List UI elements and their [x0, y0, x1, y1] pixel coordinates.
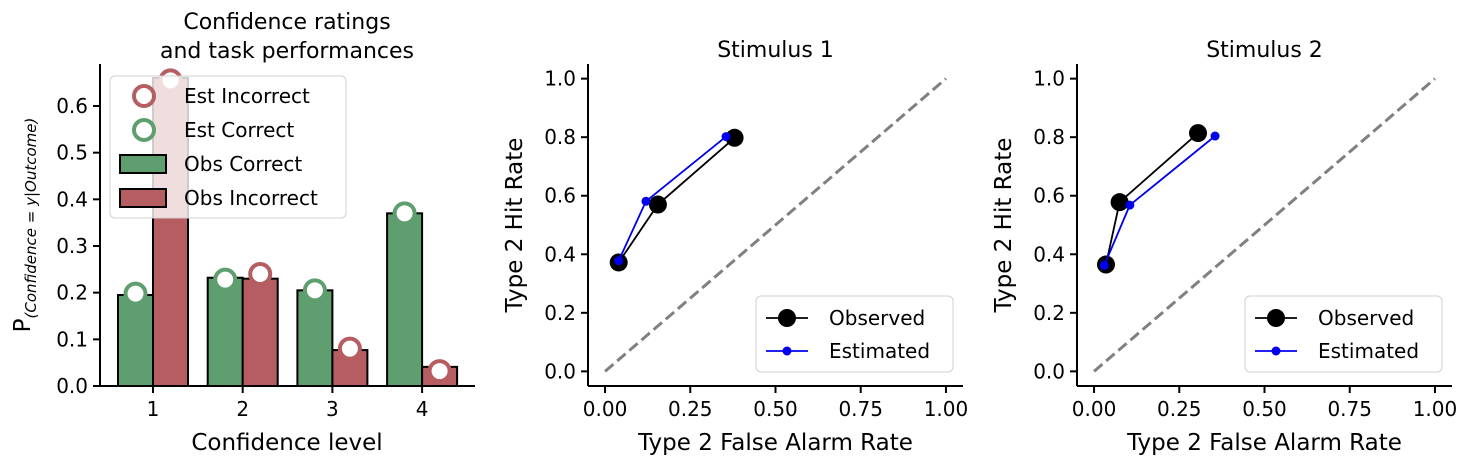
y-tick-label: 0.4	[544, 242, 576, 266]
x-tick-label: 0.00	[583, 397, 628, 421]
legend-label: Est Incorrect	[184, 84, 310, 108]
series-line-estimated	[617, 135, 727, 262]
y-tick-label: 0.2	[1033, 301, 1065, 325]
point-observed	[1110, 193, 1129, 212]
marker-est-incorrect	[248, 262, 273, 286]
legend-marker	[1271, 346, 1281, 356]
x-tick-label: 0.50	[753, 397, 798, 421]
panel-stimulus-2: Stimulus 2 0.0 0.2 0.4 0.6 0.8 1.0 0.00 0.25 0.50…	[991, 38, 1457, 456]
x-tick-label: 0.25	[1157, 397, 1202, 421]
legend-marker	[1267, 309, 1285, 327]
marker-est-correct	[392, 201, 417, 226]
legend: Est Incorrect Est Correct Obs Correct Obs I…	[109, 75, 347, 219]
x-tick-label: 1	[147, 397, 160, 421]
legend-swatch	[119, 188, 167, 208]
point-estimated	[721, 132, 731, 142]
y-axis-label-subscript: (Confidence = y|Outcome)	[22, 118, 40, 319]
x-tick-label: 2	[236, 397, 249, 421]
bar-obs-incorrect	[241, 277, 279, 387]
legend: Observed Estimated	[755, 295, 954, 373]
chart-title-line: and task performances	[160, 39, 414, 64]
x-tick-label: 0.00	[1072, 397, 1117, 421]
x-tick-label: 3	[326, 397, 339, 421]
legend-marker	[132, 118, 156, 142]
point-estimated	[641, 196, 651, 206]
chart-title: Stimulus 2	[1206, 38, 1323, 63]
legend-label: Observed	[829, 306, 925, 330]
y-tick-label: 0.6	[544, 184, 576, 208]
x-axis-label: Type 2 False Alarm Rate	[1126, 430, 1402, 456]
panel-stimulus-1: Stimulus 1 0.0 0.2 0.4 0.6 0.8 1.0 0.00 0.25 0.50…	[502, 38, 968, 456]
y-axis-label: Type 2 Hit Rate	[991, 138, 1017, 314]
bar-obs-correct	[296, 289, 334, 388]
legend-marker	[782, 346, 792, 356]
y-tick-label: 0.4	[1033, 242, 1065, 266]
y-axis-label: Type 2 Hit Rate	[502, 138, 528, 314]
point-observed	[1189, 124, 1208, 143]
x-tick-label: 0.25	[668, 397, 713, 421]
point-estimated	[614, 256, 624, 266]
legend-marker	[778, 309, 796, 327]
legend-frame	[1244, 295, 1443, 373]
point-observed	[725, 128, 744, 147]
legend-label: Estimated	[1318, 339, 1419, 363]
legend-swatch	[119, 154, 167, 174]
marker-est-correct	[213, 267, 238, 292]
y-tick-label: 0.0	[56, 374, 88, 398]
y-tick-label: 0.0	[544, 359, 576, 383]
legend-label: Obs Incorrect	[184, 186, 318, 210]
x-tick-label: 0.75	[838, 397, 883, 421]
y-tick-label: 1.0	[544, 67, 576, 91]
y-tick-label: 0.0	[1033, 359, 1065, 383]
point-estimated	[1125, 200, 1135, 210]
x-tick-label: 0.75	[1327, 397, 1372, 421]
x-axis-label: Confidence level	[191, 430, 382, 456]
x-tick-label: 1.00	[924, 397, 969, 421]
marker-est-incorrect	[427, 359, 452, 384]
bar-obs-correct	[117, 294, 154, 387]
chance-line	[604, 77, 947, 373]
y-tick-label: 0.8	[544, 125, 576, 149]
y-tick-label: 0.2	[56, 281, 88, 305]
bar-obs-correct	[206, 276, 244, 388]
y-tick-label: 0.6	[56, 94, 88, 118]
legend-label: Obs Correct	[184, 152, 302, 176]
bar-obs-correct	[386, 212, 424, 387]
y-tick-label: 0.1	[56, 327, 88, 351]
y-tick-label: 0.3	[56, 234, 88, 258]
series-line-observed	[617, 137, 736, 263]
legend-label: Estimated	[829, 339, 930, 363]
y-tick-label: 0.6	[1033, 184, 1065, 208]
x-tick-label: 4	[416, 397, 429, 421]
chart-title-line: Confidence ratings	[183, 10, 390, 35]
legend: Observed Estimated	[1244, 295, 1443, 373]
legend-label: Est Correct	[184, 118, 294, 142]
marker-est-correct	[123, 281, 148, 306]
y-tick-label: 0.5	[56, 141, 88, 165]
x-tick-label: 0.50	[1242, 397, 1287, 421]
point-estimated	[1099, 260, 1109, 270]
marker-est-correct	[302, 278, 327, 303]
legend-marker	[132, 84, 156, 108]
x-axis-label: Type 2 False Alarm Rate	[637, 430, 913, 456]
x-tick-label: 1.00	[1413, 397, 1458, 421]
y-tick-label: 1.0	[1033, 67, 1065, 91]
point-estimated	[1210, 131, 1220, 141]
chance-line	[1093, 77, 1436, 373]
legend-frame	[755, 295, 954, 373]
y-axis-label: P(Confidence = y|Outcome)	[10, 118, 40, 333]
y-axis-label-main: P	[10, 318, 36, 332]
y-tick-label: 0.4	[56, 187, 88, 211]
legend-frame	[109, 75, 347, 219]
chart-title: Stimulus 1	[717, 38, 834, 63]
legend-label: Observed	[1318, 306, 1414, 330]
point-observed	[648, 195, 667, 214]
y-tick-label: 0.2	[544, 301, 576, 325]
marker-est-incorrect	[337, 336, 362, 361]
panel-confidence-ratings: Confidence ratings and task performances 0…	[10, 10, 475, 456]
y-tick-label: 0.8	[1033, 125, 1065, 149]
